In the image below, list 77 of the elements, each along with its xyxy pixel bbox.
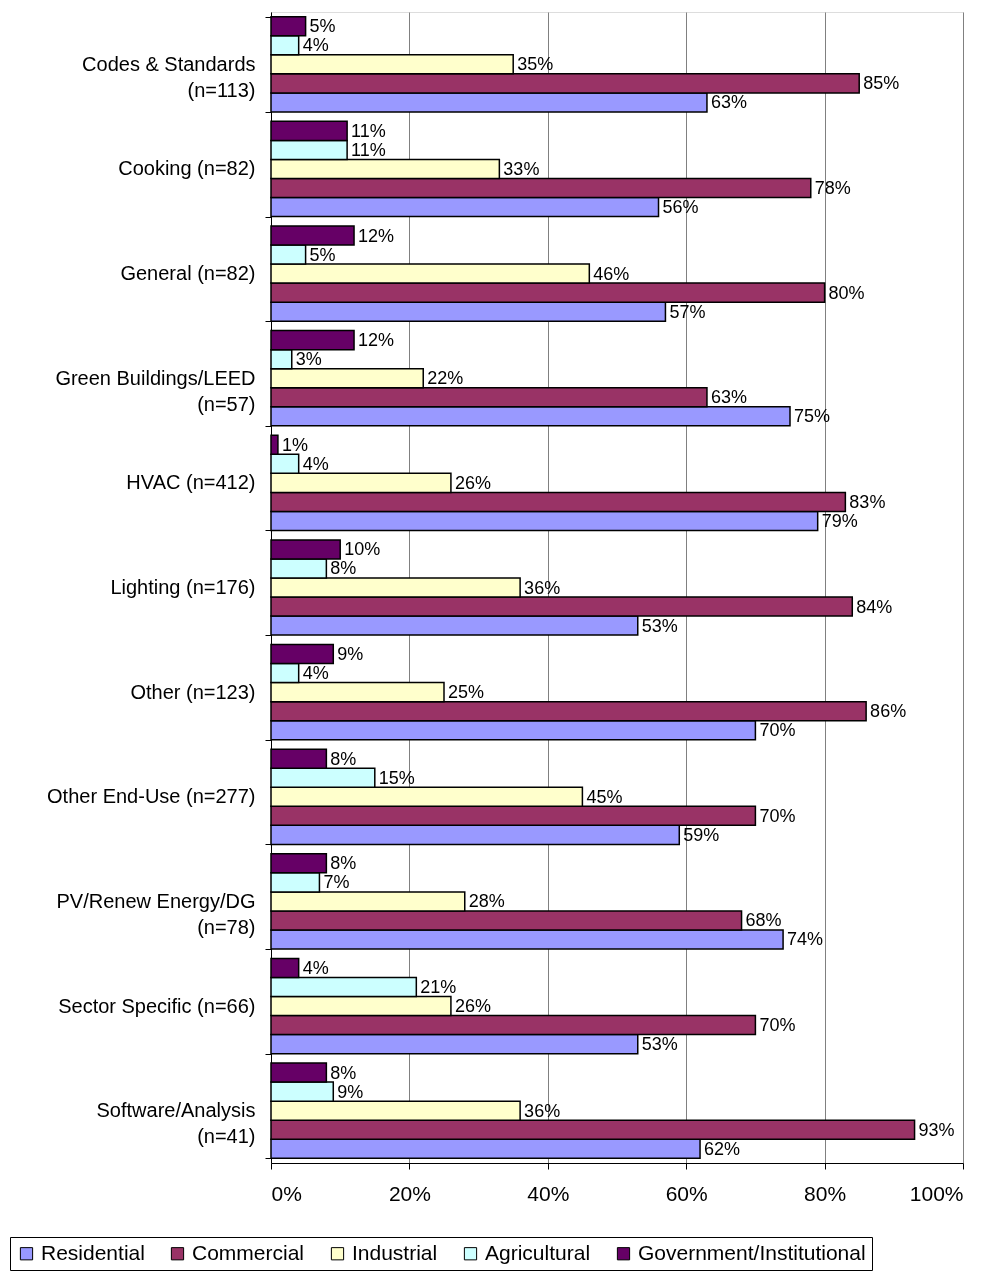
data-label: 8% [330,748,357,769]
data-label: 70% [759,720,796,741]
data-label: 1% [281,434,308,455]
data-label: 79% [821,510,858,531]
data-label: 85% [863,73,900,94]
data-label: 5% [309,16,336,37]
data-label: 8% [330,558,357,579]
y-tick-label: PV/Renew Energy/DG (n=78) [56,889,256,938]
data-label: 3% [295,349,322,370]
data-label: 4% [302,663,329,684]
legend-label: Government/Institutional [638,1240,866,1264]
data-label: 93% [918,1119,955,1140]
data-label: 8% [330,853,357,874]
y-tick-label: Other End-Use (n=277) [47,785,256,808]
data-label: 7% [323,872,350,893]
y-tick-label: Sector Specific (n=66) [58,994,256,1017]
data-label: 80% [828,282,865,303]
y-tick-label: General (n=82) [120,262,256,285]
data-label: 62% [704,1138,741,1159]
data-label: 12% [358,225,395,246]
data-label: 5% [309,244,336,265]
data-label: 9% [337,1081,364,1102]
data-label: 21% [420,977,457,997]
data-label: 8% [330,1062,357,1083]
data-label: 22% [427,368,464,389]
data-label: 70% [759,805,796,826]
data-label: 53% [641,615,678,636]
y-tick-label: Software/Analysis (n=41) [96,1099,256,1148]
data-label: 45% [586,786,623,807]
legend-label: Agricultural [485,1240,591,1264]
data-label: 12% [358,330,395,351]
y-tick-label: Other (n=123) [130,680,256,703]
data-label: 46% [593,263,630,284]
y-tick-label: Codes & Standards (n=113) [82,52,256,101]
x-tick-label: 20% [388,1181,431,1205]
data-label: 35% [517,54,554,75]
data-label: 75% [794,406,831,427]
data-label: 36% [524,577,561,598]
x-tick-label: 0% [271,1181,302,1205]
data-label: 11% [351,139,386,160]
y-tick-label: Green Buildings/LEED (n=57) [55,366,256,415]
data-label: 36% [524,1100,561,1121]
data-label: 57% [669,301,706,322]
data-label: 4% [302,453,329,474]
data-label: 26% [454,472,491,493]
data-label: 53% [641,1034,678,1055]
data-label: 15% [378,767,415,788]
legend-label: Commercial [192,1240,305,1264]
data-label: 59% [683,824,720,845]
x-tick-label: 80% [804,1181,847,1205]
data-label: 63% [710,387,747,408]
data-label: 11% [351,120,386,141]
data-label: 83% [849,491,886,512]
data-label: 10% [344,539,381,560]
y-tick-label: Cooking (n=82) [118,157,256,180]
data-label: 63% [710,92,747,113]
y-tick-label: Lighting (n=176) [110,576,256,598]
data-label: 68% [745,910,782,931]
data-label: 26% [454,996,491,1017]
y-tick-label: HVAC (n=412) [126,471,256,494]
data-label: 78% [814,178,851,198]
data-label: 70% [759,1015,796,1036]
data-label: 25% [448,682,485,703]
x-tick-label: 40% [527,1181,570,1205]
data-label: 4% [302,35,329,56]
data-label: 74% [787,929,824,950]
x-tick-label: 100% [909,1181,964,1205]
data-label: 56% [662,197,699,218]
data-label: 9% [337,644,364,665]
data-label: 86% [870,701,907,722]
data-label: 84% [856,596,893,617]
legend-label: Residential [41,1240,145,1264]
x-tick-label: 60% [665,1181,708,1205]
legend-label: Industrial [352,1240,438,1264]
data-label: 33% [503,158,540,179]
data-label: 4% [302,957,329,978]
data-label: 28% [468,891,505,912]
